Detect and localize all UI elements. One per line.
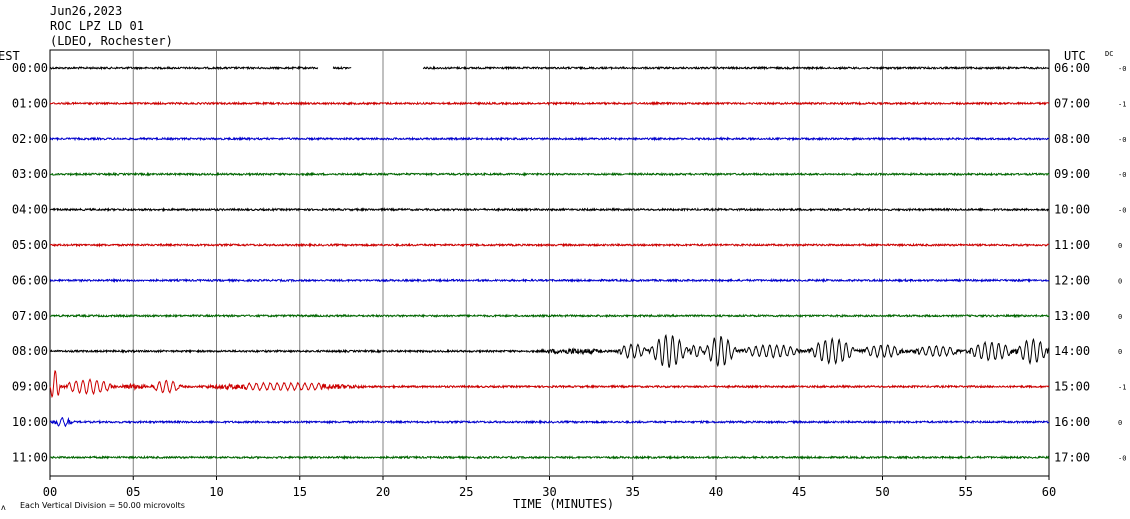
est-time-label: 02:00 <box>12 132 48 146</box>
est-time-label: 08:00 <box>12 344 48 358</box>
utc-time-label: 11:00 <box>1054 238 1090 252</box>
est-time-label: 07:00 <box>12 309 48 323</box>
x-tick-label: 35 <box>626 485 640 499</box>
utc-time-label: 15:00 <box>1054 380 1090 394</box>
scale-note: Each Vertical Division = 50.00 microvolt… <box>20 501 185 510</box>
dc-value: -0 <box>1118 65 1126 73</box>
seismic-trace <box>49 65 1050 71</box>
est-time-label: 11:00 <box>12 450 48 464</box>
dc-label: DC <box>1105 50 1113 58</box>
utc-time-label: 08:00 <box>1054 132 1090 146</box>
est-time-label: 09:00 <box>12 380 48 394</box>
x-tick-label: 15 <box>293 485 307 499</box>
dc-value: 0 <box>1118 348 1122 356</box>
seismic-trace <box>49 370 1050 399</box>
dc-value: 0 <box>1118 313 1122 321</box>
est-time-label: 10:00 <box>12 415 48 429</box>
x-tick-label: 10 <box>209 485 223 499</box>
header-network: (LDEO, Rochester) <box>50 34 173 48</box>
x-tick-label: 50 <box>875 485 889 499</box>
seismic-trace <box>49 454 1050 461</box>
dc-value: -0 <box>1118 171 1126 179</box>
x-tick-label: 45 <box>792 485 806 499</box>
seismic-trace <box>49 171 1050 177</box>
dc-value: 0 <box>1118 419 1122 427</box>
utc-time-label: 09:00 <box>1054 167 1090 181</box>
grid-lines <box>132 50 967 476</box>
utc-zone-label: UTC <box>1064 49 1086 63</box>
seismic-trace <box>49 242 1050 248</box>
dc-value: -1 <box>1118 100 1126 108</box>
dc-value: 0 <box>1118 277 1122 285</box>
x-tick-labels: 00 05 10 15 20 25 30 35 40 45 50 55 60 <box>43 476 1056 499</box>
header-station: ROC LPZ LD 01 <box>50 19 144 33</box>
est-time-label: 06:00 <box>12 273 48 287</box>
est-time-label: 01:00 <box>12 96 48 110</box>
seismic-trace <box>49 416 1050 428</box>
utc-time-label: 17:00 <box>1054 450 1090 464</box>
seismic-trace <box>49 100 1050 107</box>
corner-mark: ᴧ <box>1 503 6 512</box>
x-tick-label: 60 <box>1042 485 1056 499</box>
est-time-label: 00:00 <box>12 61 48 75</box>
utc-time-label: 13:00 <box>1054 309 1090 323</box>
x-tick-label: 40 <box>709 485 723 499</box>
utc-time-label: 14:00 <box>1054 344 1090 358</box>
utc-labels: 06:00 07:00 08:00 09:00 10:00 11:00 12:00 13:00… <box>1054 61 1090 464</box>
x-axis-label: TIME (MINUTES) <box>513 497 614 511</box>
est-time-label: 04:00 <box>12 203 48 217</box>
dc-value: -1 <box>1118 384 1126 392</box>
seismic-trace <box>49 136 1050 142</box>
est-time-label: 05:00 <box>12 238 48 252</box>
dc-value: -0 <box>1118 136 1126 144</box>
header-date: Jun26,2023 <box>50 4 123 18</box>
dc-value: -0 <box>1118 454 1126 462</box>
est-zone-label: EST <box>0 49 20 63</box>
x-tick-label: 05 <box>126 485 140 499</box>
utc-time-label: 16:00 <box>1054 415 1090 429</box>
utc-time-label: 12:00 <box>1054 273 1090 287</box>
traces <box>49 65 1050 461</box>
est-time-label: 03:00 <box>12 167 48 181</box>
x-tick-label: 30 <box>542 485 556 499</box>
x-tick-label: 20 <box>376 485 390 499</box>
utc-time-label: 06:00 <box>1054 61 1090 75</box>
seismic-trace <box>49 334 1050 368</box>
seismic-trace <box>49 313 1050 319</box>
x-tick-label: 00 <box>43 485 57 499</box>
seismic-trace <box>49 206 1050 213</box>
est-labels: 00:00 01:00 02:00 03:00 04:00 05:00 06:00 07:00… <box>12 61 48 464</box>
seismic-trace <box>49 277 1050 284</box>
utc-time-label: 07:00 <box>1054 96 1090 110</box>
utc-time-label: 10:00 <box>1054 203 1090 217</box>
dc-value: 0 <box>1118 242 1122 250</box>
dc-value: -0 <box>1118 207 1126 215</box>
dc-values: -0 -1 -0 -0 -0 0 0 0 0 -1 0 -0 <box>1118 65 1126 462</box>
x-tick-label: 25 <box>459 485 473 499</box>
x-tick-label: 55 <box>959 485 973 499</box>
